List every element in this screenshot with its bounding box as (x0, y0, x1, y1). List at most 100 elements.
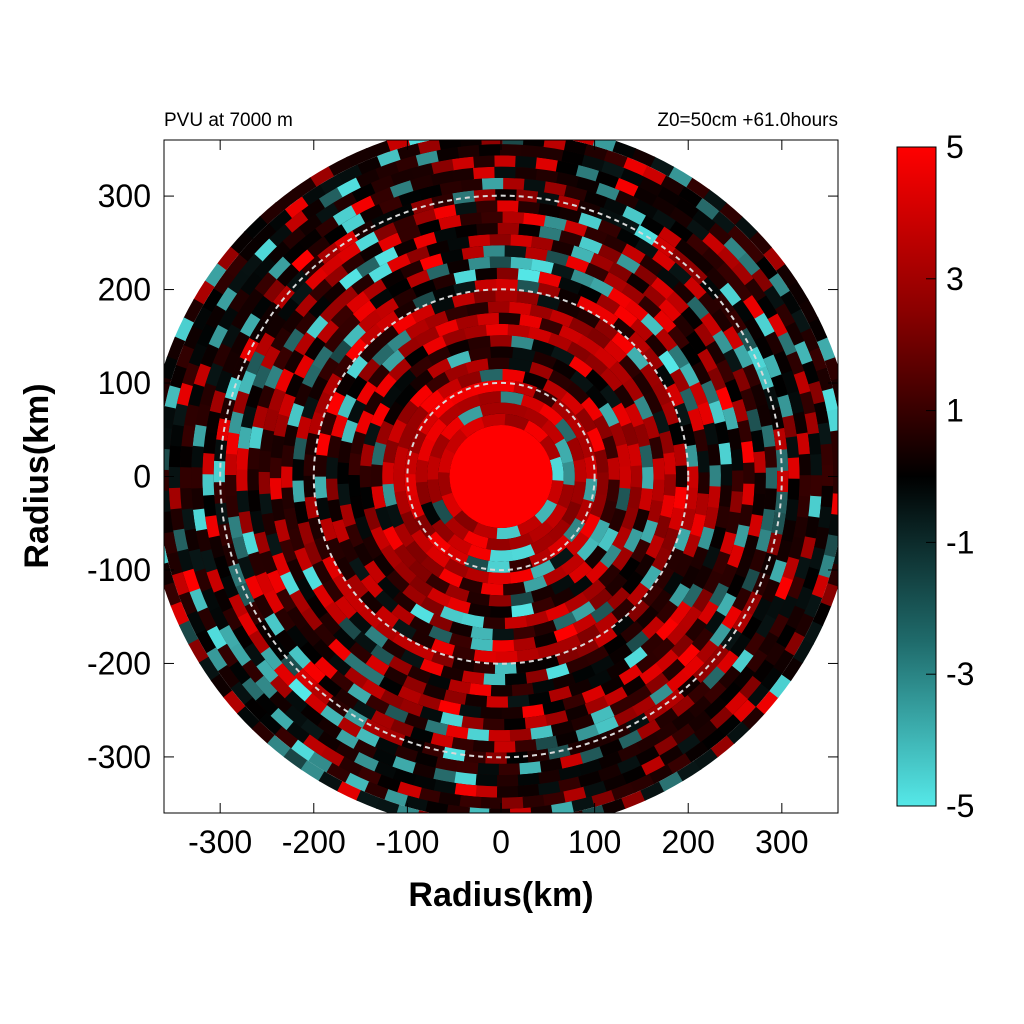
field-cell (444, 558, 470, 579)
field-cell (655, 266, 680, 290)
field-cell (313, 623, 337, 648)
field-cell (315, 432, 331, 457)
field-cell (467, 346, 492, 362)
field-cell (793, 515, 809, 539)
field-cell (739, 674, 763, 700)
field-cell (674, 196, 699, 219)
field-cell (633, 395, 654, 420)
field-cell (367, 364, 390, 389)
field-cell (700, 379, 720, 405)
field-cell (323, 265, 349, 288)
field-cell (660, 494, 676, 518)
field-cell (674, 552, 694, 578)
reference-circle (219, 194, 783, 759)
field-cell (300, 607, 324, 632)
field-cell (776, 538, 793, 563)
field-cell (267, 256, 291, 281)
field-cell (471, 155, 495, 168)
field-cell (635, 745, 661, 766)
field-cell (382, 439, 399, 464)
field-cell (416, 219, 442, 237)
field-cell (236, 447, 249, 471)
field-cell (303, 541, 323, 567)
field-cell (549, 456, 564, 481)
field-cell (258, 471, 271, 495)
field-cell (195, 403, 211, 428)
field-cell (273, 413, 290, 438)
field-cell (496, 774, 520, 787)
field-cell (793, 369, 811, 395)
field-cell (360, 486, 375, 511)
field-cell (257, 385, 275, 410)
field-cell (569, 370, 594, 394)
field-cell (164, 562, 175, 588)
field-cell (303, 734, 328, 757)
field-cell (532, 350, 557, 370)
field-cell (597, 763, 623, 782)
pv-field (164, 140, 838, 813)
field-cell (709, 525, 727, 550)
field-cell (456, 144, 480, 159)
field-cell (203, 431, 217, 456)
field-cell (324, 601, 348, 626)
field-cell (410, 529, 434, 554)
field-cell (539, 757, 564, 773)
field-cell (709, 464, 721, 487)
field-cell (444, 429, 468, 454)
field-cell (756, 294, 778, 320)
field-cell (458, 577, 484, 594)
field-cell (760, 665, 784, 691)
field-cell (781, 369, 799, 394)
field-cell (642, 414, 660, 440)
field-cell (347, 399, 367, 425)
field-cell (677, 185, 703, 208)
field-cell (557, 276, 583, 295)
field-cell (709, 705, 734, 729)
field-cell (303, 454, 316, 477)
field-cell (292, 437, 308, 461)
field-cell (220, 324, 241, 350)
field-cell (501, 211, 525, 224)
field-cell (392, 618, 418, 641)
field-cell (615, 227, 641, 248)
field-cell (431, 519, 455, 543)
field-cell (394, 745, 420, 763)
field-cell (393, 446, 409, 471)
field-cell (380, 268, 405, 290)
field-cell (738, 503, 754, 527)
field-cell (429, 170, 454, 186)
field-cell (375, 605, 400, 629)
field-cell (225, 495, 240, 519)
field-cell (382, 483, 398, 508)
field-cell (575, 295, 601, 316)
field-cell (473, 660, 496, 674)
field-cell (397, 424, 417, 450)
field-cell (177, 548, 194, 574)
field-cell (617, 754, 642, 775)
field-cell (557, 483, 575, 509)
field-cell (322, 555, 343, 581)
field-cell (808, 379, 825, 405)
field-cell (269, 478, 283, 501)
field-cell (641, 165, 667, 186)
field-cell (238, 238, 262, 263)
field-cell (440, 665, 465, 682)
field-cell (337, 164, 363, 185)
y-tick-label: -200 (87, 645, 151, 681)
field-cell (289, 282, 313, 306)
field-cell (480, 796, 504, 809)
field-cell (449, 621, 474, 638)
field-cell (385, 140, 411, 152)
field-cell (568, 316, 593, 338)
field-cell (373, 246, 399, 267)
field-cell (440, 711, 465, 728)
field-cell (482, 616, 506, 630)
field-cell (586, 327, 611, 349)
field-cell (640, 564, 662, 590)
field-cell (727, 543, 745, 568)
field-cell (308, 375, 328, 401)
field-cell (724, 377, 743, 403)
field-cell (732, 608, 754, 634)
field-cell (362, 535, 383, 560)
field-cell (572, 613, 598, 634)
